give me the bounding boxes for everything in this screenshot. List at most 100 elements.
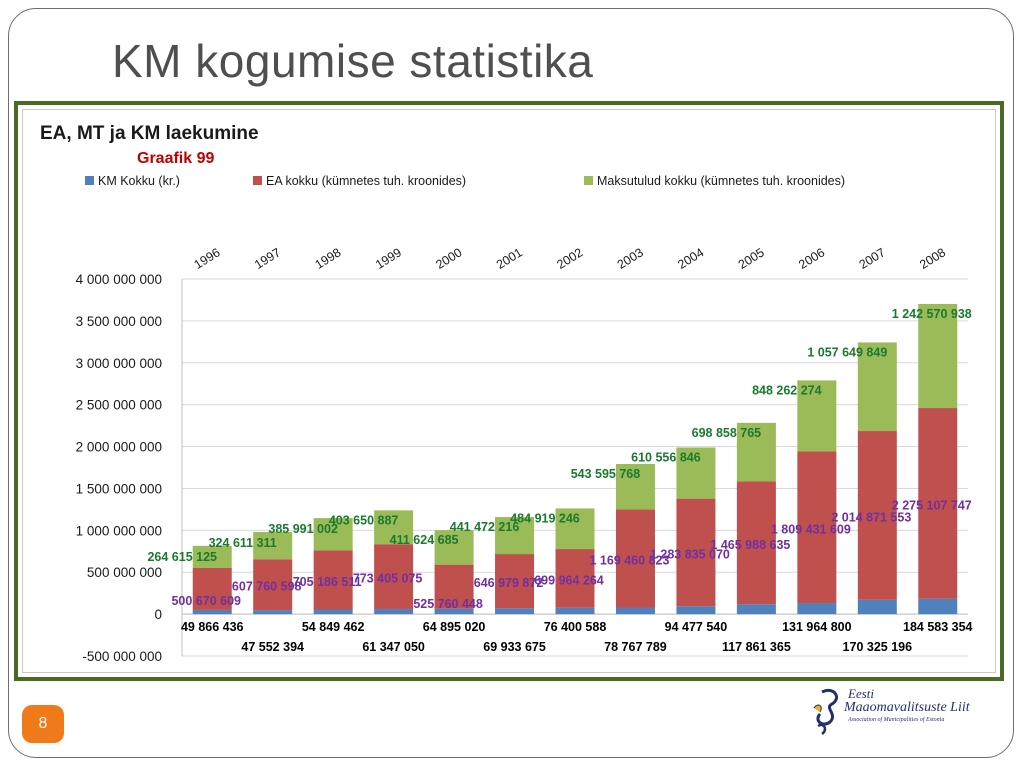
bar-segment-ea bbox=[736, 481, 776, 605]
data-label-maksutulud: 698 858 765 bbox=[692, 426, 762, 440]
data-label-km: 47 552 394 bbox=[241, 640, 304, 654]
bar-segment-km bbox=[918, 598, 958, 615]
bar-segment-km bbox=[857, 599, 897, 615]
bar-segment-km bbox=[736, 604, 776, 615]
data-label-ea: 699 964 264 bbox=[534, 573, 604, 587]
bar-segment-ea bbox=[495, 554, 535, 609]
data-label-maksutulud: 484 919 246 bbox=[510, 511, 580, 525]
y-tick-label: 2 500 000 000 bbox=[76, 398, 162, 413]
page-number-badge: 8 bbox=[22, 705, 64, 743]
bar-segment-maksutulud bbox=[615, 463, 655, 510]
data-label-km: 69 933 675 bbox=[483, 640, 546, 654]
bar-segment-maksutulud bbox=[676, 447, 716, 499]
bar-segment-ea bbox=[253, 559, 293, 611]
data-label-ea: 773 405 075 bbox=[353, 572, 423, 586]
bar-segment-km bbox=[434, 608, 474, 615]
bar-segment-km bbox=[676, 606, 716, 615]
bar-segment-ea bbox=[857, 431, 897, 600]
data-label-ea: 500 670 609 bbox=[171, 594, 241, 608]
data-label-ea: 705 186 511 bbox=[293, 575, 362, 589]
data-label-maksutulud: 403 650 887 bbox=[329, 513, 399, 527]
data-label-maksutulud: 1 057 649 849 bbox=[807, 345, 887, 359]
data-label-maksutulud: 385 991 002 bbox=[268, 522, 338, 536]
data-label-ea: 1 283 835 070 bbox=[650, 547, 730, 561]
bar-segment-ea bbox=[615, 509, 655, 608]
data-label-maksutulud: 1 242 570 938 bbox=[892, 307, 972, 321]
logo-text-line3: Association of Municipalities of Estonia bbox=[848, 717, 945, 723]
data-label-ea: 646 979 872 bbox=[474, 576, 544, 590]
organization-logo: Eesti Maaomavalitsuste Liit Association … bbox=[808, 684, 988, 740]
data-label-km: 61 347 050 bbox=[362, 640, 425, 654]
chart-subtitle: Graafik 99 bbox=[137, 150, 214, 167]
slide-frame bbox=[8, 8, 1014, 758]
y-tick-label: 1 000 000 000 bbox=[76, 523, 162, 538]
x-tick-label: 2004 bbox=[675, 245, 706, 272]
legend-swatch bbox=[253, 176, 262, 185]
data-label-km: 64 895 020 bbox=[423, 620, 486, 634]
bar-segment-km bbox=[374, 608, 414, 615]
bar-segment-ea bbox=[555, 549, 595, 608]
data-label-ea: 1 465 988 635 bbox=[710, 538, 790, 552]
bar-segment-maksutulud bbox=[555, 508, 595, 550]
slide-title: KM kogumise statistika bbox=[112, 35, 594, 87]
y-tick-label: 500 000 000 bbox=[87, 565, 162, 580]
bar-segment-ea bbox=[434, 564, 474, 609]
y-tick-label: 3 000 000 000 bbox=[76, 356, 162, 371]
x-tick-label: 2008 bbox=[917, 245, 948, 272]
data-label-ea: 2 275 107 747 bbox=[892, 498, 972, 512]
y-tick-label: 2 000 000 000 bbox=[76, 440, 162, 455]
bar-segment-km bbox=[797, 603, 837, 615]
bar-segment-maksutulud bbox=[495, 517, 535, 555]
data-label-km: 54 849 462 bbox=[302, 620, 365, 634]
y-tick-label: 0 bbox=[154, 607, 162, 622]
bar-segment-ea bbox=[374, 544, 414, 609]
x-tick-label: 2007 bbox=[857, 245, 888, 272]
data-label-km: 49 866 436 bbox=[181, 620, 244, 634]
bar-segment-ea bbox=[313, 550, 353, 610]
data-label-ea: 1 809 431 609 bbox=[771, 522, 851, 536]
legend-swatch bbox=[85, 176, 94, 185]
legend-label: EA kokku (kümnetes tuh. kroonides) bbox=[266, 174, 466, 188]
data-label-km: 76 400 588 bbox=[544, 620, 607, 634]
data-label-ea: 525 760 448 bbox=[413, 597, 483, 611]
data-label-km: 117 861 365 bbox=[722, 640, 791, 654]
bar-segment-km bbox=[615, 607, 655, 615]
chart-title: EA, MT ja KM laekumine bbox=[40, 123, 259, 144]
bar-segment-maksutulud bbox=[857, 342, 897, 432]
bar-segment-km bbox=[192, 609, 232, 615]
bar-segment-maksutulud bbox=[797, 380, 837, 452]
bar-segment-km bbox=[313, 609, 353, 615]
data-label-km: 170 325 196 bbox=[843, 640, 913, 654]
x-tick-label: 1999 bbox=[373, 245, 404, 272]
data-label-maksutulud: 411 624 685 bbox=[390, 533, 459, 547]
data-label-km: 78 767 789 bbox=[604, 640, 667, 654]
logo-emblem-icon bbox=[813, 689, 838, 736]
x-tick-label: 2000 bbox=[433, 245, 464, 272]
x-tick-label: 2001 bbox=[494, 245, 525, 272]
x-tick-label: 2002 bbox=[554, 245, 585, 272]
legend-label: Maksutulud kokku (kümnetes tuh. kroonide… bbox=[597, 174, 845, 188]
bar-segment-maksutulud bbox=[374, 510, 414, 545]
data-label-maksutulud: 441 472 216 bbox=[450, 520, 520, 534]
data-label-km: 184 583 354 bbox=[903, 620, 973, 634]
data-label-maksutulud: 324 611 311 bbox=[209, 536, 277, 550]
y-tick-label: 4 000 000 000 bbox=[76, 272, 162, 287]
legend-label: KM Kokku (kr.) bbox=[98, 174, 180, 188]
chart-inner-border bbox=[22, 109, 996, 673]
bar-segment-maksutulud bbox=[434, 530, 474, 565]
bar-segment-km bbox=[253, 610, 293, 615]
x-tick-label: 2006 bbox=[796, 245, 827, 272]
data-label-ea: 1 169 460 823 bbox=[589, 554, 669, 568]
bar-segment-ea bbox=[797, 451, 837, 604]
data-label-ea: 2 014 871 553 bbox=[831, 510, 911, 524]
bar-segment-maksutulud bbox=[736, 422, 776, 482]
y-tick-label: 3 500 000 000 bbox=[76, 314, 162, 329]
logo-text-line2: Maaomavalitsuste Liit bbox=[844, 700, 970, 715]
bar-segment-maksutulud bbox=[313, 518, 353, 551]
data-label-km: 131 964 800 bbox=[782, 620, 852, 634]
x-tick-label: 2005 bbox=[736, 245, 767, 272]
data-label-maksutulud: 848 262 274 bbox=[752, 383, 822, 397]
bar-segment-km bbox=[495, 608, 535, 615]
data-label-maksutulud: 610 556 846 bbox=[631, 450, 701, 464]
